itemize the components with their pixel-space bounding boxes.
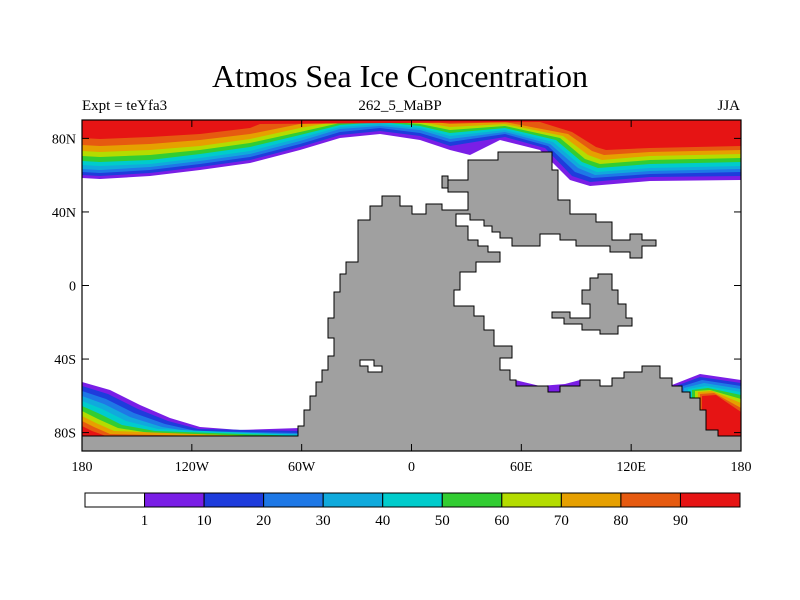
colorbar-swatch [620,492,681,508]
colorbar-swatch [441,492,503,508]
colorbar-swatch [322,492,384,508]
y-tick-label: 40N [52,206,76,221]
chart-title: Atmos Sea Ice Concentration [212,58,588,94]
colorbar-label: 70 [554,513,569,529]
colorbar-label: 30 [316,513,331,529]
y-axis: 80N 40N 0 40S 80S [52,132,741,442]
land-main-continent [82,151,741,451]
ice-band-10 [82,120,741,150]
x-tick-label: 0 [408,460,415,475]
map-field [82,120,741,451]
colorbar-swatch [144,492,205,508]
colorbar-swatch [382,492,443,508]
y-tick-label: 80S [54,427,76,442]
colorbar-swatch [84,492,146,508]
period-label: 262_5_MaBP [358,98,442,114]
colorbar-label: 10 [197,513,212,529]
x-tick-label: 180 [731,460,752,475]
y-tick-label: 40S [54,353,76,368]
colorbar-label: 20 [256,513,271,529]
x-tick-label: 120W [175,460,210,475]
colorbar: 1 10 20 30 40 50 60 70 80 90 [84,492,741,529]
arctic-ice-bands [82,120,741,186]
colorbar-swatch [560,492,622,508]
y-tick-label: 80N [52,132,76,147]
land-hole-lake [359,359,383,373]
land [82,151,741,451]
colorbar-label: 40 [375,513,390,529]
colorbar-label: 80 [613,513,628,529]
colorbar-swatch [679,492,741,508]
colorbar-swatch [263,492,324,508]
season-label: JJA [717,98,740,114]
x-tick-label: 60E [510,460,533,475]
colorbar-label: 50 [435,513,450,529]
x-tick-label: 60W [288,460,316,475]
experiment-label: Expt = teYfa3 [82,98,168,114]
x-tick-label: 120E [616,460,646,475]
land-island-arctic [441,175,449,189]
x-axis: 180 120W 60W 0 60E 120E 180 [72,120,752,475]
land-island-east [551,273,633,335]
y-tick-label: 0 [69,280,76,295]
colorbar-swatch [501,492,562,508]
x-tick-label: 180 [72,460,93,475]
colorbar-label: 60 [494,513,509,529]
colorbar-label: 1 [141,513,149,529]
colorbar-label: 90 [673,513,688,529]
colorbar-swatch [203,492,265,508]
